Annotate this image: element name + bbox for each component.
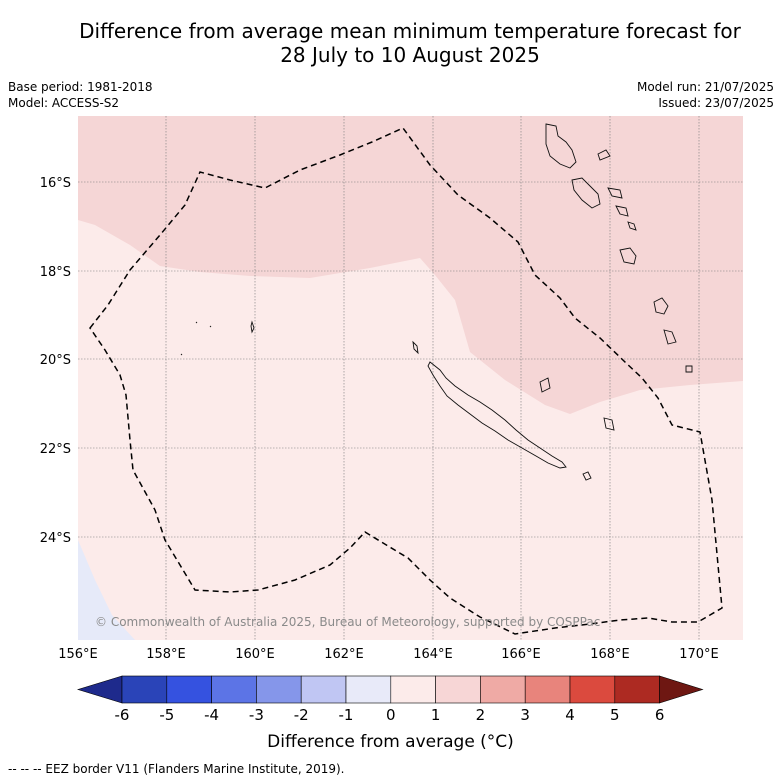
colorbar-segment bbox=[390, 675, 436, 704]
colorbar bbox=[76, 675, 704, 704]
colorbar-tick-label: 0 bbox=[386, 706, 396, 724]
colorbar-segment bbox=[524, 675, 571, 704]
title-line-2: 28 July to 10 August 2025 bbox=[280, 43, 540, 67]
chesterfield-islets bbox=[180, 320, 255, 356]
colorbar-ticks: -6 -5 -4 -3 -2 -1 0 1 2 3 4 5 6 bbox=[115, 706, 665, 724]
gridlines bbox=[78, 116, 743, 640]
matthew-hunter-islets bbox=[539, 377, 615, 431]
new-caledonia-island bbox=[427, 361, 567, 469]
coastlines bbox=[180, 123, 693, 481]
meta-right: Model run: 21/07/2025 Issued: 23/07/2025 bbox=[637, 79, 774, 111]
lon-label: 160°E bbox=[235, 647, 275, 662]
lat-label: 18°S bbox=[40, 265, 71, 280]
lon-label: 170°E bbox=[679, 647, 719, 662]
meta-left: Base period: 1981-2018 Model: ACCESS-S2 bbox=[8, 79, 153, 111]
lon-label: 168°E bbox=[590, 647, 630, 662]
copyright-text: © Commonwealth of Australia 2025, Bureau… bbox=[95, 615, 600, 629]
eez-footnote: -- -- -- EEZ border V11 (Flanders Marine… bbox=[8, 762, 345, 776]
colorbar-segment bbox=[121, 675, 168, 704]
latitude-labels: 16°S 18°S 20°S 22°S 24°S bbox=[40, 176, 71, 546]
colorbar-tick-label: 1 bbox=[431, 706, 441, 724]
map-area bbox=[78, 116, 743, 640]
vanuatu-island-1 bbox=[545, 123, 577, 169]
anomaly-1-2-region bbox=[78, 116, 743, 414]
vanuatu-island-7 bbox=[685, 365, 693, 373]
vanuatu-island-4 bbox=[615, 205, 637, 231]
map-title: Difference from average mean minimum tem… bbox=[40, 19, 780, 67]
colorbar-segment bbox=[256, 675, 302, 704]
colorbar-tick-label: -3 bbox=[249, 706, 264, 724]
model-name: Model: ACCESS-S2 bbox=[8, 96, 120, 110]
colorbar-segment bbox=[435, 675, 481, 704]
eez-border bbox=[89, 127, 723, 635]
colorbar-segment bbox=[345, 675, 392, 704]
longitude-labels: 156°E 158°E 160°E 162°E 164°E 166°E 168°… bbox=[58, 647, 719, 662]
colorbar-tick-label: -2 bbox=[294, 706, 309, 724]
lon-label: 158°E bbox=[146, 647, 186, 662]
loyalty-islands bbox=[412, 340, 592, 481]
colorbar-extension-low bbox=[76, 675, 123, 704]
colorbar-tick-label: 4 bbox=[565, 706, 575, 724]
colorbar-tick-label: 2 bbox=[476, 706, 486, 724]
colorbar-tick-label: -5 bbox=[159, 706, 174, 724]
base-period: Base period: 1981-2018 bbox=[8, 80, 153, 94]
vanuatu-island-3 bbox=[597, 149, 623, 199]
lon-label: 164°E bbox=[413, 647, 453, 662]
lat-label: 20°S bbox=[40, 353, 71, 368]
colorbar-segment bbox=[166, 675, 212, 704]
colorbar-tick-label: -6 bbox=[115, 706, 130, 724]
colorbar-segment bbox=[569, 675, 616, 704]
vanuatu-island-5 bbox=[619, 247, 637, 265]
colorbar-segment bbox=[300, 675, 347, 704]
colorbar-segment bbox=[614, 675, 660, 704]
issued-date: Issued: 23/07/2025 bbox=[658, 96, 774, 110]
colorbar-segment bbox=[480, 675, 526, 704]
lon-label: 162°E bbox=[324, 647, 364, 662]
vanuatu-island-6 bbox=[653, 297, 677, 345]
colorbar-tick-label: 3 bbox=[520, 706, 530, 724]
colorbar-segment bbox=[211, 675, 257, 704]
model-run: Model run: 21/07/2025 bbox=[636, 80, 774, 94]
title-line-1: Difference from average mean minimum tem… bbox=[79, 19, 741, 43]
colorbar-extension-high bbox=[659, 675, 704, 704]
lat-label: 16°S bbox=[40, 176, 71, 191]
colorbar-tick-label: 5 bbox=[610, 706, 620, 724]
colorbar-tick-label: 6 bbox=[655, 706, 665, 724]
colorbar-tick-label: -4 bbox=[204, 706, 219, 724]
lon-label: 166°E bbox=[501, 647, 541, 662]
colorbar-tick-label: -1 bbox=[339, 706, 354, 724]
vanuatu-island-2 bbox=[571, 177, 601, 209]
colorbar-label: Difference from average (°C) bbox=[267, 732, 514, 752]
lat-label: 22°S bbox=[40, 442, 71, 457]
lon-label: 156°E bbox=[58, 647, 98, 662]
anomaly-near-zero-region bbox=[78, 540, 135, 640]
lat-label: 24°S bbox=[40, 531, 71, 546]
